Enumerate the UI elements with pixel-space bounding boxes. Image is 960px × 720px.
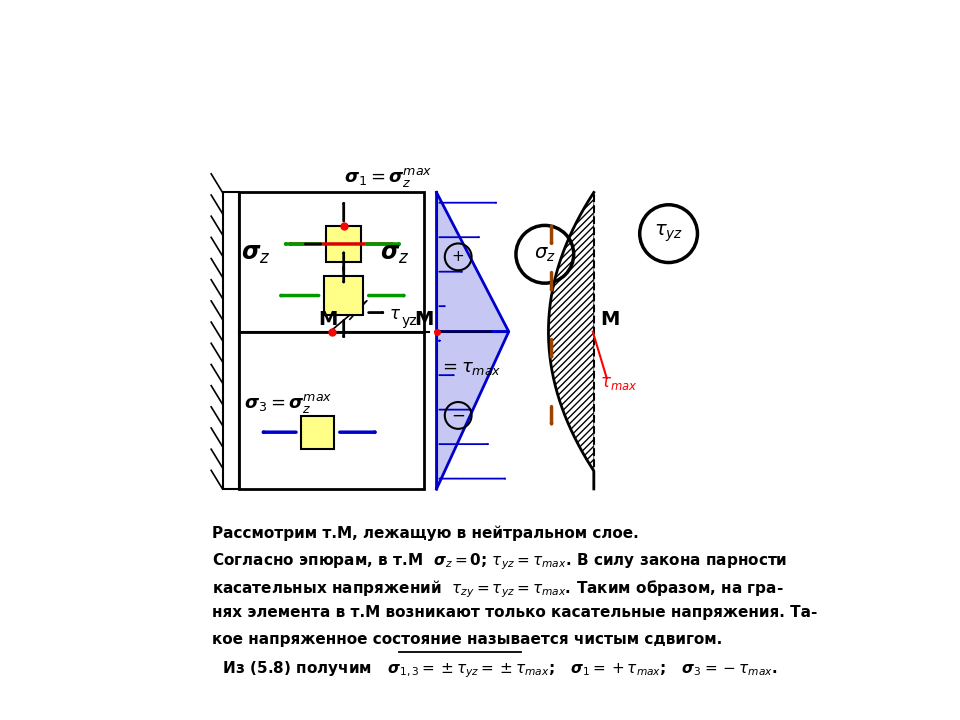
Bar <box>326 226 361 261</box>
Text: $\boldsymbol{\sigma}_z$: $\boldsymbol{\sigma}_z$ <box>380 243 410 266</box>
Text: Рассмотрим т.М, лежащую в нейтральном слое.: Рассмотрим т.М, лежащую в нейтральном сл… <box>212 525 639 541</box>
Text: кое напряженное состояние называется чистым сдвигом.: кое напряженное состояние называется чис… <box>212 632 723 647</box>
Bar <box>324 276 363 315</box>
Bar <box>301 415 334 449</box>
Text: нях элемента в т.М возникают только касательные напряжения. Та-: нях элемента в т.М возникают только каса… <box>212 606 818 621</box>
Bar <box>223 192 239 489</box>
Polygon shape <box>437 192 509 332</box>
Text: M: M <box>600 310 619 328</box>
Text: $\boldsymbol{\sigma}_1 = \boldsymbol{\sigma}_z^{max}$: $\boldsymbol{\sigma}_1 = \boldsymbol{\si… <box>344 166 432 189</box>
Bar <box>239 192 423 332</box>
Text: $\boldsymbol{\sigma}_3 = \boldsymbol{\sigma}_z^{max}$: $\boldsymbol{\sigma}_3 = \boldsymbol{\si… <box>244 392 333 415</box>
Text: +: + <box>452 249 465 264</box>
Polygon shape <box>437 332 509 489</box>
Text: Из (5.8) получим   $\boldsymbol{\sigma}_{1,3} = \pm\tau_{yz} = \pm\tau_{max}$;  : Из (5.8) получим $\boldsymbol{\sigma}_{1… <box>212 659 778 680</box>
Text: −: − <box>451 406 466 424</box>
Text: M: M <box>319 310 338 328</box>
Text: $\tau_{max}$: $\tau_{max}$ <box>600 374 637 392</box>
Text: $\boldsymbol{\sigma}_z$: $\boldsymbol{\sigma}_z$ <box>241 243 271 266</box>
Text: yz: yz <box>401 315 417 328</box>
Text: $\tau_{yz}$: $\tau_{yz}$ <box>654 223 684 244</box>
Bar <box>239 332 423 489</box>
Text: M: M <box>415 310 434 328</box>
Text: $\tau$: $\tau$ <box>389 305 401 323</box>
Text: $\sigma_z$: $\sigma_z$ <box>534 245 556 264</box>
Text: касательных напряжений  $\tau_{zy} = \tau_{yz} = \tau_{max}$. Таким образом, на : касательных напряжений $\tau_{zy} = \tau… <box>212 579 783 600</box>
Text: Согласно эпюрам, в т.М  $\boldsymbol{\sigma}_z = \mathbf{0}$; $\tau_{yz} = \tau_: Согласно эпюрам, в т.М $\boldsymbol{\sig… <box>212 552 787 572</box>
Text: $= \tau_{max}$: $= \tau_{max}$ <box>439 359 502 377</box>
